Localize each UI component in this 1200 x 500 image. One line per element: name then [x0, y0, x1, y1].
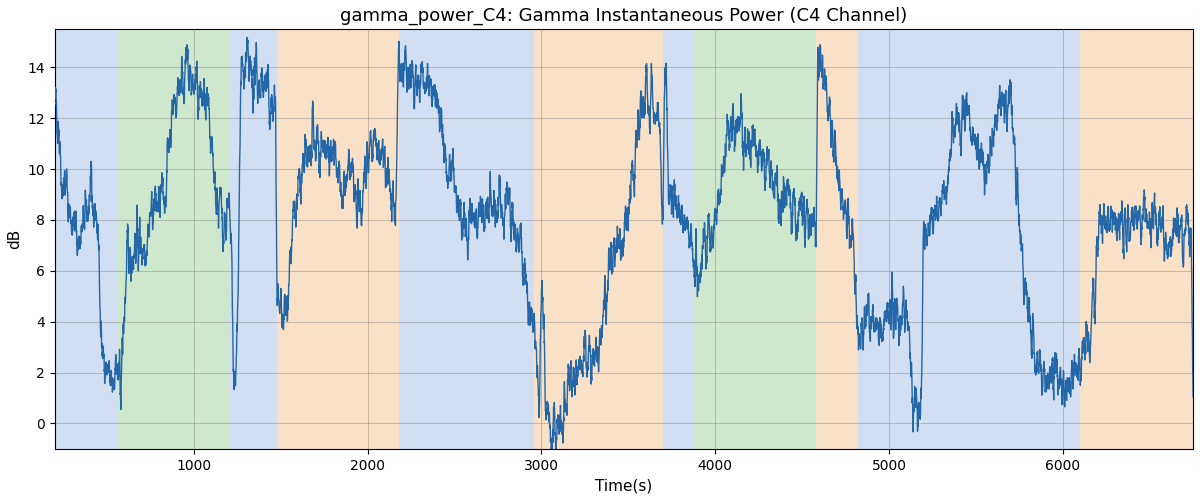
Bar	[692, 30, 816, 449]
Bar	[398, 30, 534, 449]
Bar	[858, 30, 1054, 449]
Title: gamma_power_C4: Gamma Instantaneous Power (C4 Channel): gamma_power_C4: Gamma Instantaneous Powe…	[341, 7, 907, 25]
Bar	[664, 30, 692, 449]
X-axis label: Time(s): Time(s)	[595, 478, 653, 493]
Bar	[1054, 30, 1080, 449]
Bar	[1080, 30, 1193, 449]
Bar	[55, 30, 118, 449]
Bar	[118, 30, 229, 449]
Bar	[534, 30, 664, 449]
Bar	[816, 30, 858, 449]
Y-axis label: dB: dB	[7, 229, 22, 249]
Bar	[277, 30, 398, 449]
Bar	[229, 30, 277, 449]
